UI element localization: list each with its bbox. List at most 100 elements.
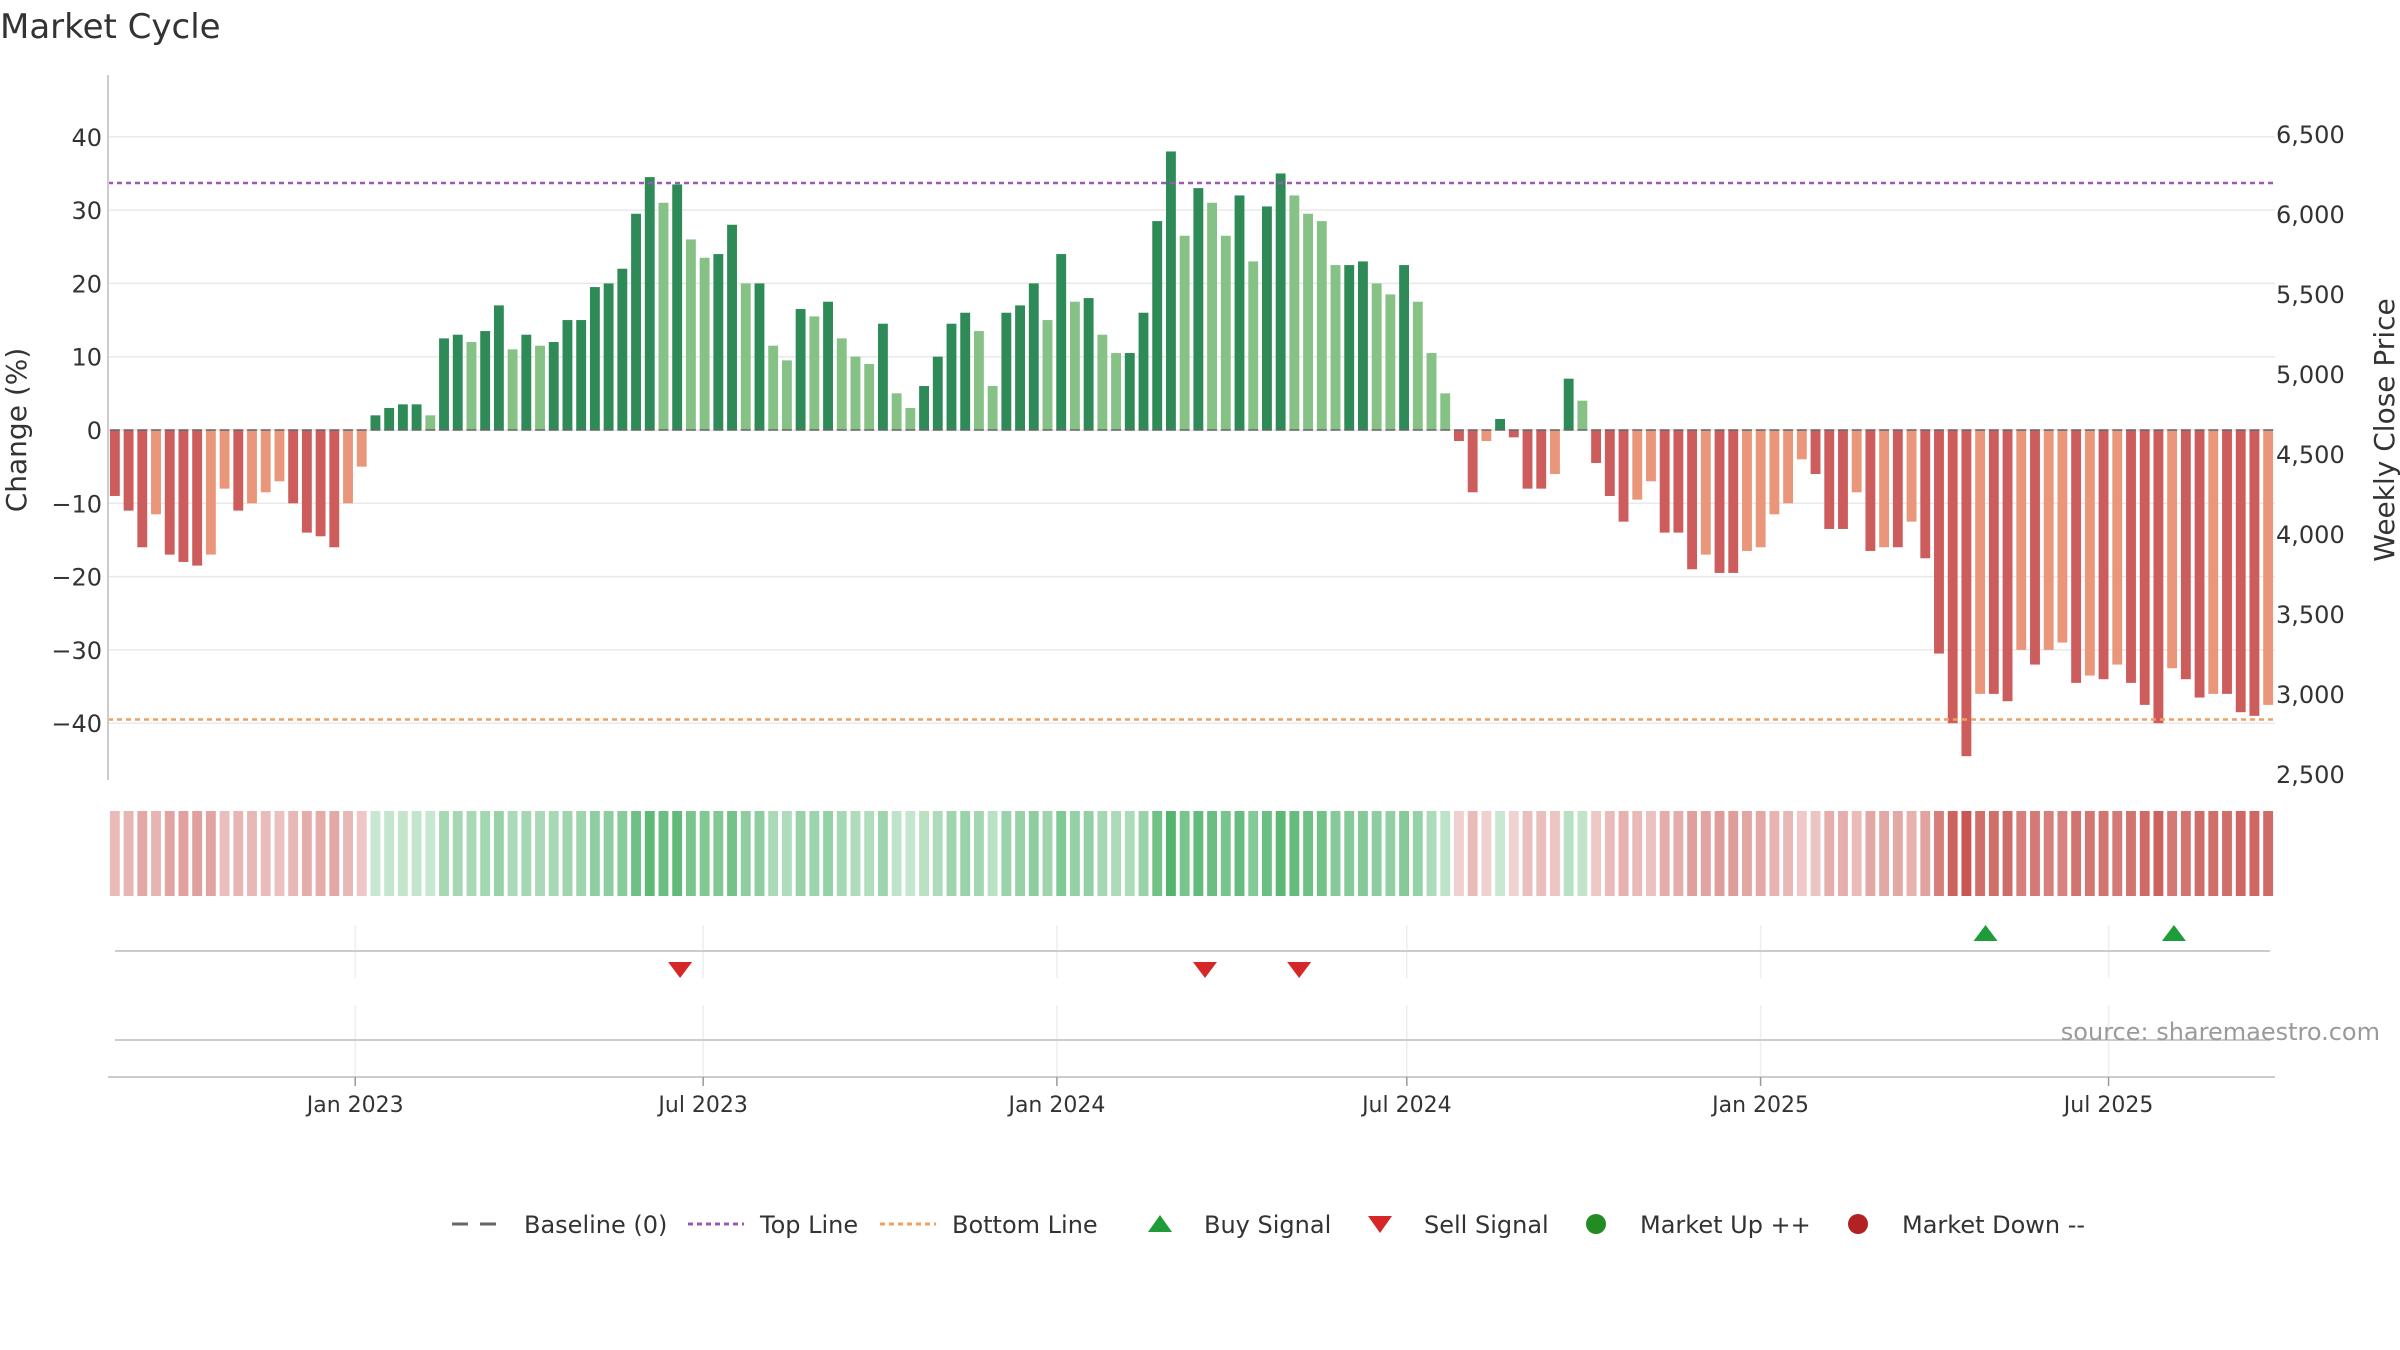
bar bbox=[1920, 430, 1931, 559]
bar bbox=[1755, 430, 1766, 548]
heat-cell bbox=[1248, 811, 1259, 896]
heat-cell bbox=[1536, 811, 1547, 896]
heat-cell bbox=[1495, 811, 1506, 896]
heat-cell bbox=[1687, 811, 1698, 896]
heat-cell bbox=[2167, 811, 2178, 896]
heat-cell bbox=[2126, 811, 2136, 896]
bar bbox=[1975, 430, 1986, 694]
heat-cell bbox=[2263, 811, 2274, 896]
heat-cell bbox=[301, 811, 312, 896]
bar bbox=[343, 430, 353, 504]
bar bbox=[1481, 430, 1492, 441]
heat-cell bbox=[1947, 811, 1958, 896]
heat-cell bbox=[1330, 811, 1341, 896]
bar bbox=[795, 309, 806, 430]
bar bbox=[1028, 283, 1039, 430]
heat-cell bbox=[1111, 811, 1122, 896]
bar bbox=[891, 393, 902, 430]
heat-cell bbox=[1632, 811, 1643, 896]
bar bbox=[809, 316, 820, 430]
heat-cell bbox=[1961, 811, 1972, 896]
heat-cell bbox=[2222, 811, 2232, 896]
bar bbox=[1344, 265, 1355, 430]
bar bbox=[2126, 430, 2136, 683]
bar bbox=[1015, 305, 1025, 430]
heat-cell bbox=[1289, 811, 1300, 896]
heat-cell bbox=[562, 811, 573, 896]
bar bbox=[1358, 261, 1368, 430]
bar bbox=[1165, 151, 1176, 430]
heat-cell bbox=[1508, 811, 1519, 896]
heat-cell bbox=[699, 811, 710, 896]
bar bbox=[1536, 430, 1547, 489]
legend-item-top: Top Line bbox=[688, 1211, 858, 1239]
heat-cell bbox=[2249, 811, 2260, 896]
heat-cell bbox=[2194, 811, 2205, 896]
bar bbox=[452, 334, 463, 430]
bar bbox=[1111, 353, 1122, 430]
bar bbox=[1056, 254, 1067, 430]
heat-cell bbox=[2030, 811, 2040, 896]
bar bbox=[1892, 430, 1903, 548]
heat-cell bbox=[2002, 811, 2013, 896]
heat-cell bbox=[1591, 811, 1602, 896]
heat-cell bbox=[1220, 811, 1231, 896]
y2-tick-label: 5,500 bbox=[2276, 281, 2345, 309]
bar bbox=[1769, 430, 1780, 515]
bar bbox=[123, 430, 134, 511]
heat-cell bbox=[1015, 811, 1025, 896]
legend-swatch bbox=[1148, 1215, 1172, 1232]
bar bbox=[562, 320, 573, 430]
heat-cell bbox=[480, 811, 491, 896]
bar bbox=[439, 338, 449, 430]
heat-cell bbox=[178, 811, 189, 896]
heat-cell bbox=[1371, 811, 1382, 896]
bar bbox=[1838, 430, 1848, 529]
bar bbox=[2208, 430, 2219, 694]
bar bbox=[1207, 202, 1218, 430]
heat-cell bbox=[1138, 811, 1149, 896]
heat-cell bbox=[1892, 811, 1903, 896]
bar bbox=[411, 404, 422, 430]
heat-cell bbox=[1934, 811, 1944, 896]
legend-label: Market Up ++ bbox=[1640, 1211, 1811, 1239]
heat-cell bbox=[493, 811, 504, 896]
heat-cell bbox=[576, 811, 587, 896]
y-tick-label: −20 bbox=[51, 564, 102, 592]
bar bbox=[109, 430, 120, 496]
bar bbox=[1810, 430, 1821, 474]
bar bbox=[1138, 312, 1149, 430]
legend-swatch bbox=[1586, 1214, 1606, 1234]
heat-cell bbox=[1563, 811, 1574, 896]
bar bbox=[658, 202, 669, 430]
bar bbox=[164, 430, 175, 555]
bar bbox=[151, 430, 161, 515]
heat-cell bbox=[370, 811, 381, 896]
bar bbox=[1824, 430, 1835, 529]
heat-cell bbox=[260, 811, 271, 896]
heat-cell bbox=[1412, 811, 1423, 896]
heat-strip bbox=[109, 811, 2274, 896]
bar bbox=[864, 364, 875, 430]
bar bbox=[672, 184, 683, 430]
heat-cell bbox=[836, 811, 847, 896]
bar bbox=[644, 177, 655, 430]
heat-cell bbox=[877, 811, 888, 896]
bar bbox=[1193, 188, 1204, 430]
legend-item-down: Market Down -- bbox=[1848, 1211, 2085, 1239]
bar bbox=[1522, 430, 1533, 489]
heat-cell bbox=[672, 811, 683, 896]
y-tick-label: 30 bbox=[71, 197, 102, 225]
heat-cell bbox=[329, 811, 340, 896]
bar bbox=[1330, 265, 1341, 430]
heat-cell bbox=[1838, 811, 1848, 896]
bar bbox=[754, 283, 765, 430]
y-tick-label: 0 bbox=[87, 417, 102, 445]
heat-cell bbox=[658, 811, 669, 896]
heat-cell bbox=[1769, 811, 1780, 896]
y2-tick-label: 6,500 bbox=[2276, 121, 2345, 149]
bar bbox=[2180, 430, 2191, 680]
heat-cell bbox=[137, 811, 148, 896]
heat-cell bbox=[1577, 811, 1588, 896]
bar bbox=[1604, 430, 1615, 496]
